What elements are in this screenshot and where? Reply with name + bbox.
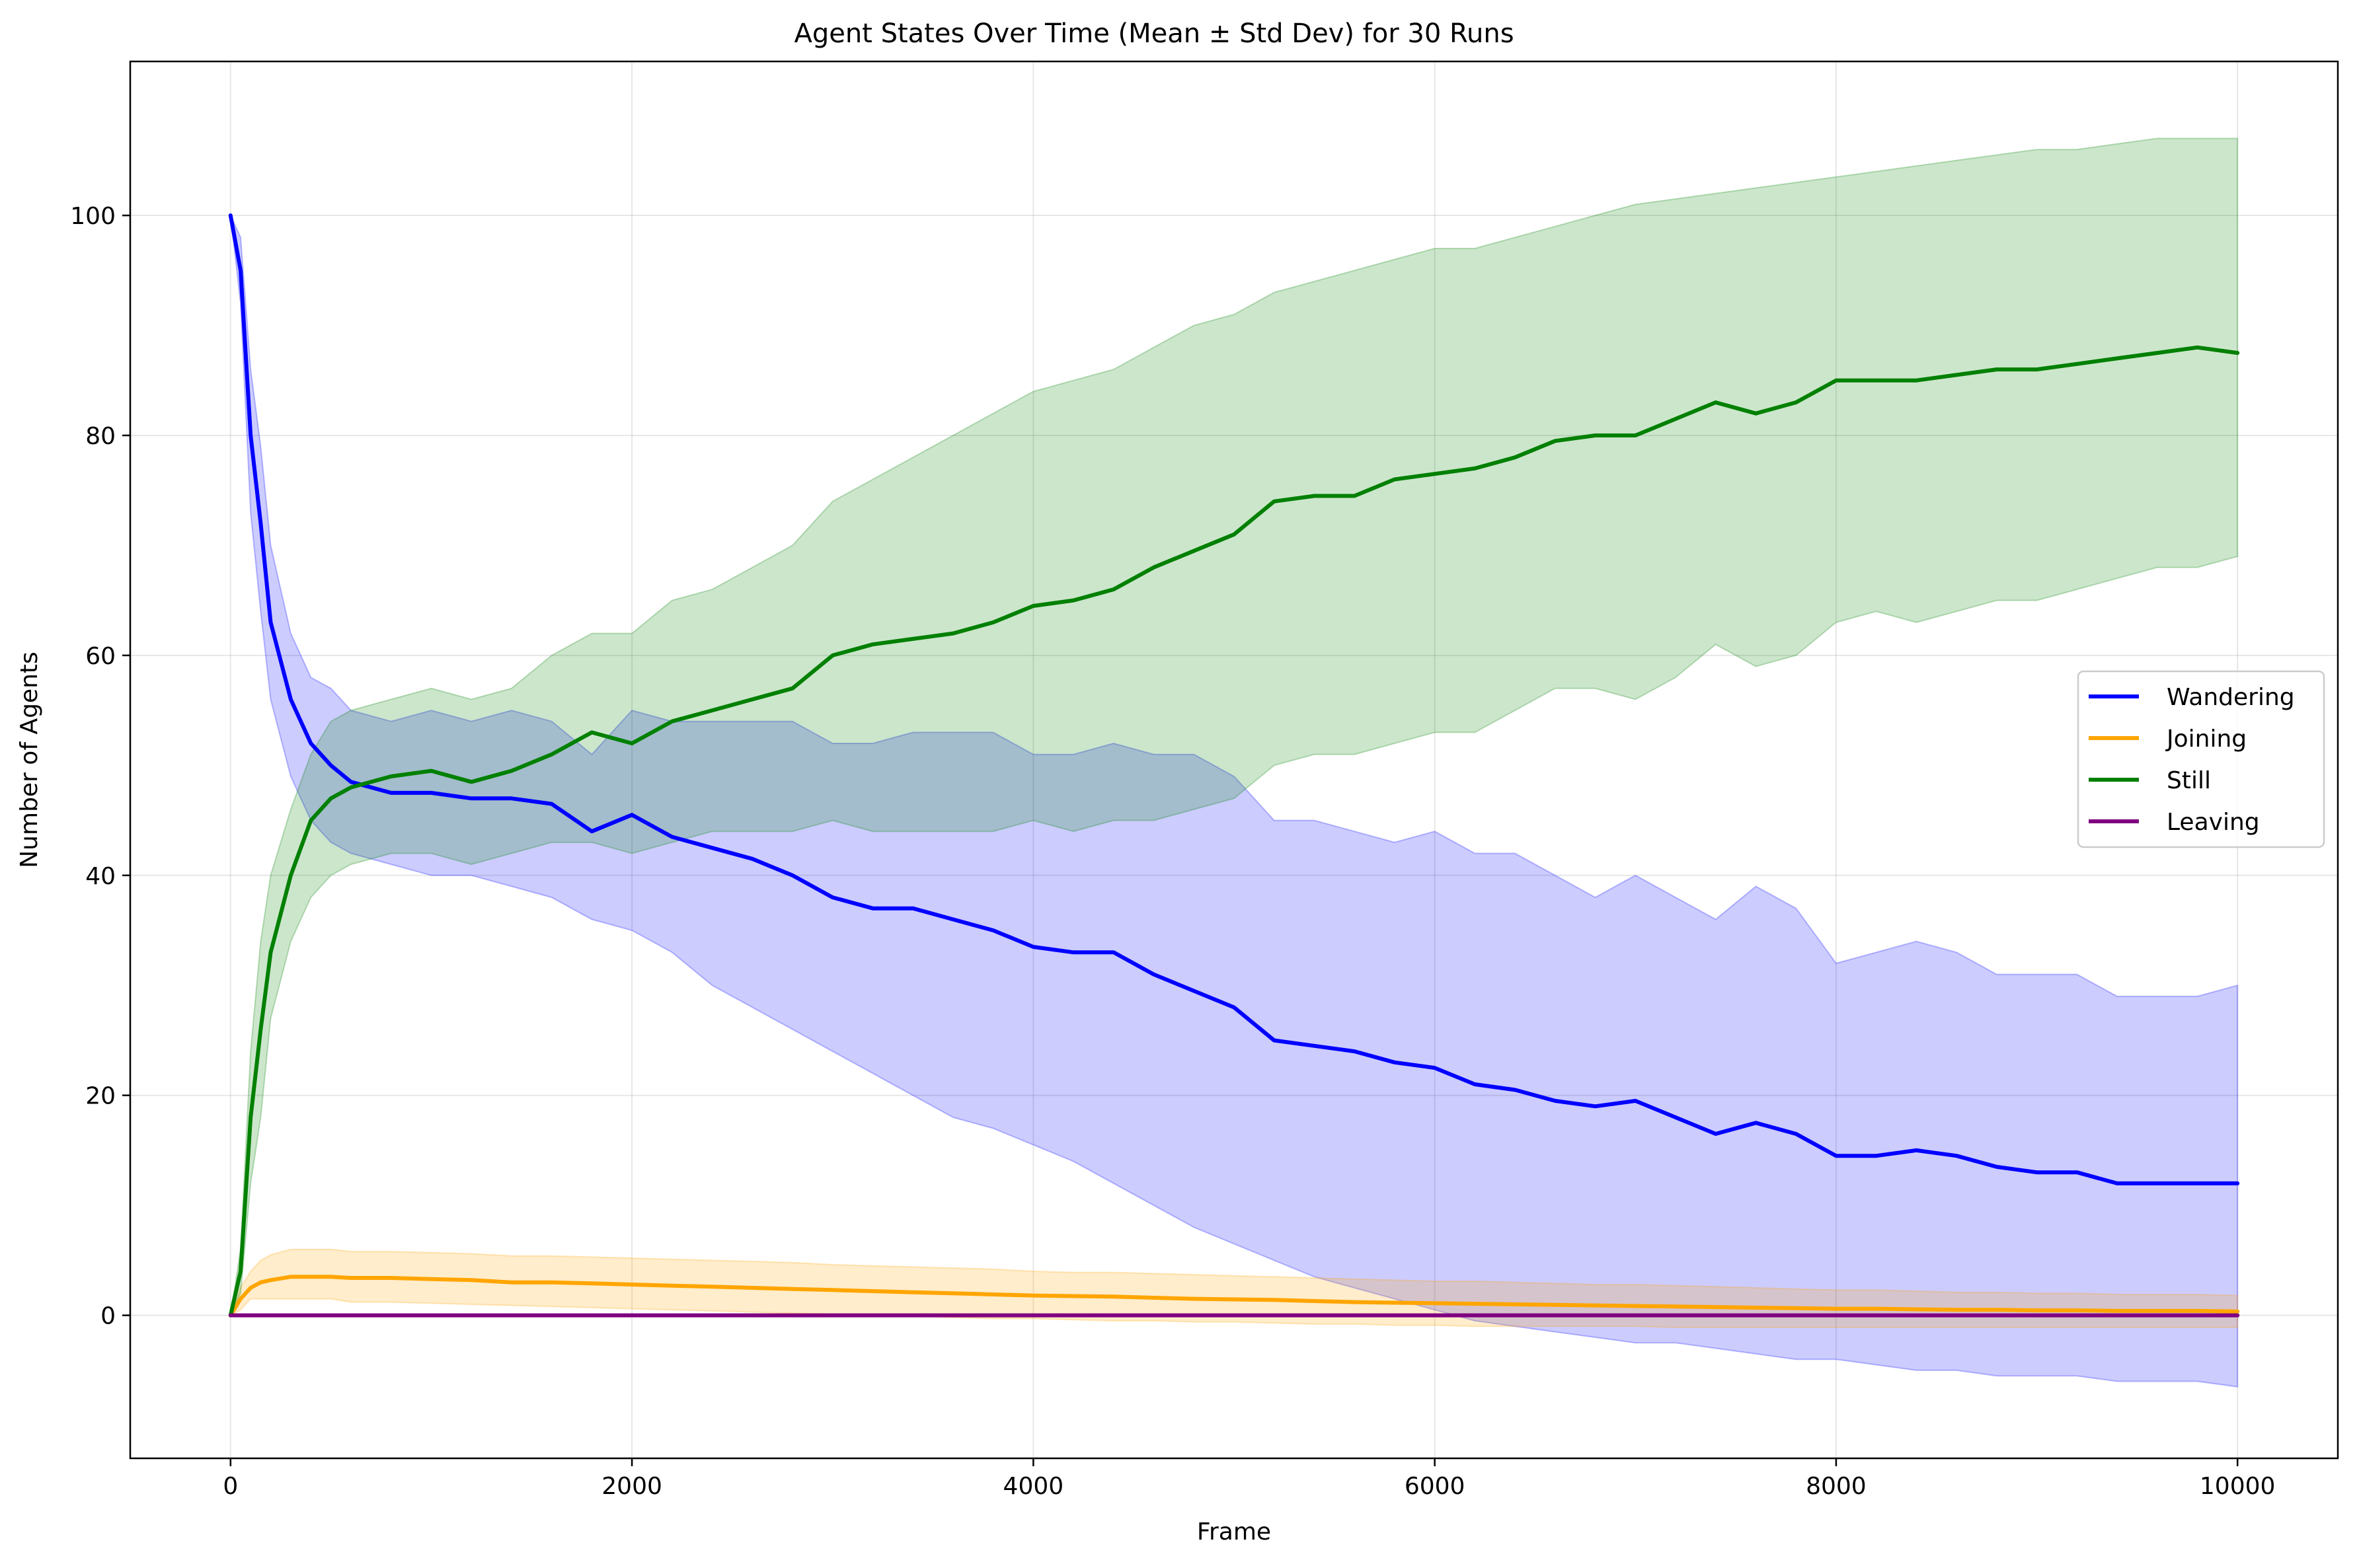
- legend-label-still: Still: [2167, 767, 2211, 794]
- legend-label-leaving: Leaving: [2167, 809, 2260, 836]
- mean-lines: [228, 213, 2240, 1318]
- wandering-mean-line: [228, 213, 2240, 1185]
- legend-label-wandering: Wandering: [2167, 684, 2295, 711]
- still-mean-line: [228, 345, 2240, 1318]
- legend-label-joining: Joining: [2165, 726, 2247, 753]
- y-tick-label: 40: [85, 863, 116, 890]
- y-axis-label: Number of Agents: [16, 652, 43, 868]
- chart-title: Agent States Over Time (Mean ± Std Dev) …: [794, 19, 1514, 49]
- x-axis-label: Frame: [1197, 1518, 1271, 1546]
- y-tick-label: 80: [85, 423, 116, 450]
- x-tick-label: 4000: [1003, 1473, 1064, 1500]
- x-tick-label: 6000: [1405, 1473, 1465, 1500]
- wandering-std-band: [229, 215, 2239, 1388]
- grid-lines: [130, 61, 2338, 1458]
- y-tick-label: 20: [85, 1083, 116, 1110]
- still-std-band: [229, 137, 2239, 1316]
- y-tick-label: 60: [85, 643, 116, 670]
- x-tick-label: 0: [223, 1473, 238, 1500]
- y-tick-label: 100: [70, 203, 116, 230]
- x-tick-label: 2000: [601, 1473, 662, 1500]
- legend-box: [2077, 670, 2325, 848]
- y-tick-label: 0: [100, 1303, 116, 1330]
- joining-mean-line: [228, 1275, 2240, 1318]
- plot-frame: [129, 60, 2339, 1460]
- legend: Wandering Joining Still Leaving: [2077, 670, 2325, 848]
- x-tick-label: 10000: [2200, 1473, 2276, 1500]
- x-tick-label: 8000: [1806, 1473, 1867, 1500]
- axis-ticks: 0 2000 4000 6000 8000 10000 0 20 40 60 80 100: [70, 203, 2275, 1500]
